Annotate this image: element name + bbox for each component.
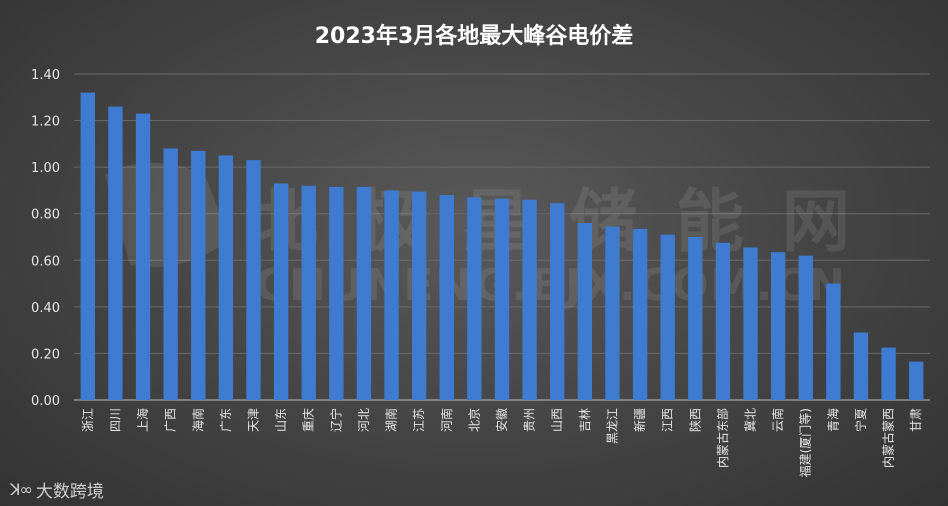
y-tick-label: 0.80 — [31, 208, 60, 223]
bar — [577, 223, 593, 400]
y-tick-label: 0.00 — [31, 394, 60, 409]
bar — [218, 155, 234, 400]
bar — [660, 234, 675, 400]
y-tick-label: 0.20 — [31, 347, 60, 362]
y-tick-label: 0.40 — [31, 301, 60, 316]
x-tick-label: 甘肃 — [909, 408, 923, 432]
x-tick-label: 山东 — [274, 408, 288, 432]
bar — [329, 186, 344, 400]
x-tick-label: 浙江 — [81, 408, 95, 432]
bar — [384, 190, 399, 400]
bar — [550, 203, 565, 400]
bar — [494, 198, 510, 400]
bar — [467, 197, 482, 400]
footer-brand: ꓘ∞ 大数跨境 — [10, 477, 104, 502]
bar — [301, 185, 316, 400]
bar — [909, 361, 924, 400]
bar — [798, 255, 813, 400]
x-tick-label: 新疆 — [632, 408, 647, 432]
x-tick-label: 黑龙江 — [605, 408, 619, 444]
bar — [688, 237, 703, 400]
x-tick-label: 广西 — [164, 408, 178, 432]
x-tick-label: 重庆 — [302, 408, 316, 432]
x-tick-label: 贵州 — [523, 408, 537, 432]
x-tick-label: 河北 — [357, 408, 371, 432]
x-tick-label: 安徽 — [494, 408, 509, 432]
brand-name: 大数跨境 — [35, 482, 104, 502]
x-tick-labels: 浙江 四川 上海 广西 海南 广东 天津 山东 重庆 辽宁 河北 湖南 江苏 河南 北京 安徽 贵州 山西 吉林 黑龙… — [81, 408, 923, 477]
y-tick-label: 1.00 — [31, 161, 60, 176]
x-tick-label: 湖南 — [384, 408, 399, 432]
x-tick-label: 内蒙古东部 — [715, 408, 730, 468]
x-tick-label: 宁夏 — [853, 408, 868, 432]
x-tick-label: 海南 — [190, 408, 205, 432]
bar — [191, 150, 206, 400]
x-tick-label: 辽宁 — [328, 408, 343, 432]
x-tick-label: 天津 — [246, 408, 260, 432]
bar — [246, 160, 261, 400]
x-tick-label: 北京 — [467, 408, 481, 432]
y-tick-labels: 0.00 0.20 0.40 0.60 0.80 1.00 1.20 1.40 — [31, 68, 60, 409]
chart-title: 2023年3月各地最大峰谷电价差 — [314, 24, 634, 49]
x-tick-label: 上海 — [135, 408, 150, 432]
bar — [632, 228, 648, 400]
brand-logo-icon: ꓘ∞ — [10, 480, 33, 499]
x-tick-label: 山西 — [550, 408, 564, 432]
x-tick-label: 江苏 — [412, 408, 426, 432]
bar — [356, 186, 372, 400]
bar — [826, 283, 841, 400]
x-tick-label: 江西 — [661, 408, 675, 432]
y-tick-label: 1.40 — [31, 68, 60, 83]
y-tick-label: 1.20 — [31, 115, 60, 130]
x-tick-label: 青海 — [825, 408, 840, 432]
bar — [605, 226, 620, 400]
bar — [80, 92, 95, 400]
x-tick-label: 云南 — [770, 408, 785, 432]
bar — [273, 183, 289, 400]
bar — [853, 332, 869, 400]
y-tick-label: 0.60 — [31, 254, 60, 269]
x-tick-label: 吉林 — [578, 408, 592, 432]
x-tick-label: 四川 — [108, 408, 122, 432]
bars — [80, 92, 924, 400]
bar — [135, 113, 151, 400]
x-tick-label: 河南 — [439, 408, 454, 432]
bar — [881, 347, 896, 400]
bar — [770, 252, 786, 400]
x-tick-label: 内蒙古蒙西 — [881, 408, 896, 468]
bar — [108, 106, 123, 400]
bar — [522, 199, 537, 400]
bar — [715, 242, 731, 400]
x-tick-label: 冀北 — [744, 408, 758, 432]
x-tick-label: 福建(厦门等) — [798, 408, 813, 477]
x-tick-label: 陕西 — [687, 408, 702, 432]
bar — [743, 247, 758, 400]
x-tick-label: 广东 — [219, 408, 233, 432]
bar — [439, 195, 454, 400]
bar — [411, 191, 427, 400]
bar — [163, 148, 178, 400]
